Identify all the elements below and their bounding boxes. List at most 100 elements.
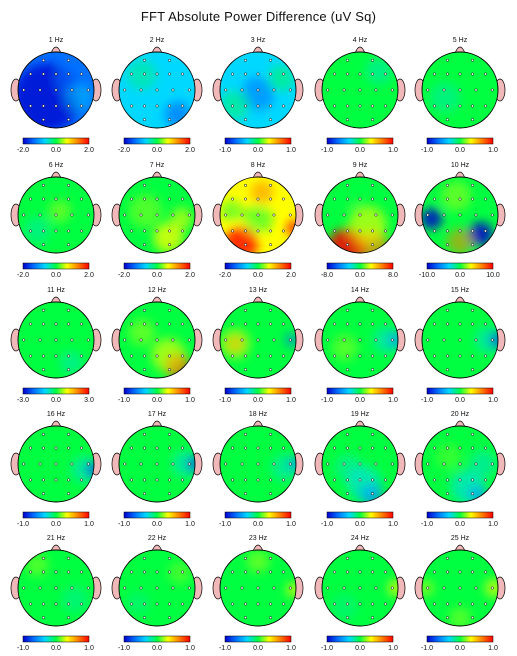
colorbar-tick-label: 1.0 xyxy=(388,521,398,528)
topomap-label: 11 Hz xyxy=(47,287,65,294)
electrode-marker xyxy=(54,104,58,108)
electrode-marker xyxy=(342,338,346,342)
electrode-marker xyxy=(231,354,234,358)
electrode-marker xyxy=(371,570,374,574)
electrode-marker xyxy=(471,322,474,326)
topomap: 23 Hz -1.0 0.0 1.0 xyxy=(212,535,304,652)
electrode-marker xyxy=(143,72,146,76)
electrode-marker xyxy=(29,197,32,201)
topomap: 8 Hz -2.0 0.0 2.0 xyxy=(212,162,304,279)
colorbar-tick-label: -1.0 xyxy=(118,645,130,652)
topomap: 19 Hz -1.0 0.0 1.0 xyxy=(314,411,406,528)
electrode-marker xyxy=(256,462,260,466)
electrode-marker xyxy=(333,570,336,574)
colorbar xyxy=(426,635,494,643)
electrode-marker xyxy=(384,322,387,326)
electrode-marker xyxy=(256,602,260,606)
electrode-marker xyxy=(433,478,436,482)
electrode-marker xyxy=(240,213,244,217)
electrode-marker xyxy=(374,462,378,466)
electrode-marker xyxy=(484,197,487,201)
electrode-marker xyxy=(29,229,32,233)
colorbar-tick-label: 1.0 xyxy=(185,521,195,528)
electrode-marker xyxy=(346,354,349,358)
electrode-marker xyxy=(139,338,143,342)
topomap: 16 Hz -1.0 0.0 1.0 xyxy=(10,411,102,528)
electrode-marker xyxy=(269,322,272,326)
electrode-marker xyxy=(224,586,228,590)
colorbar xyxy=(123,137,191,145)
colorbar-tick-label: 2.0 xyxy=(84,272,94,279)
electrode-marker xyxy=(333,229,336,233)
electrode-marker xyxy=(371,492,374,496)
colorbar-tick-label: 1.0 xyxy=(286,645,296,652)
electrode-marker xyxy=(490,213,494,217)
electrode-marker xyxy=(272,213,276,217)
colorbar-tick-label: 10.0 xyxy=(486,272,500,279)
electrode-marker xyxy=(168,570,171,574)
electrode-marker xyxy=(371,602,374,606)
colorbar-tick-label: 3.0 xyxy=(84,397,94,404)
electrode-marker xyxy=(168,446,171,450)
electrode-marker xyxy=(22,462,26,466)
electrode-marker xyxy=(371,368,374,372)
electrode-marker xyxy=(155,104,159,108)
electrode-marker xyxy=(272,586,276,590)
electrode-marker xyxy=(231,446,234,450)
electrode-marker xyxy=(123,462,127,466)
topomap-field xyxy=(422,550,498,626)
colorbar-tick-label: 0.0 xyxy=(51,521,61,528)
electrode-marker xyxy=(130,72,133,76)
electrode-marker xyxy=(474,586,478,590)
electrode-marker xyxy=(358,197,362,201)
colorbar-tick-label: 2.0 xyxy=(185,147,195,154)
electrode-marker xyxy=(442,338,446,342)
electrode-marker xyxy=(371,183,374,187)
electrode-marker xyxy=(346,72,349,76)
electrode-marker xyxy=(471,183,474,187)
electrode-marker xyxy=(358,322,362,326)
electrode-marker xyxy=(143,478,146,482)
electrode-marker xyxy=(342,462,346,466)
electrode-marker xyxy=(471,616,474,620)
electrode-marker xyxy=(256,197,260,201)
electrode-marker xyxy=(282,104,285,108)
electrode-marker xyxy=(358,72,362,76)
electrode-marker xyxy=(446,446,449,450)
electrode-marker xyxy=(458,602,462,606)
electrode-marker xyxy=(181,72,184,76)
electrode-marker xyxy=(390,586,394,590)
electrode-marker xyxy=(29,354,32,358)
topomap-label: 2 Hz xyxy=(150,37,165,44)
electrode-marker xyxy=(490,586,494,590)
electrode-marker xyxy=(168,197,171,201)
electrode-marker xyxy=(458,354,462,358)
colorbar-tick-label: -1.0 xyxy=(118,521,130,528)
electrode-marker xyxy=(244,118,247,122)
electrode-marker xyxy=(446,478,449,482)
electrode-marker xyxy=(458,338,462,342)
electrode-marker xyxy=(256,338,260,342)
electrode-marker xyxy=(326,586,330,590)
electrode-marker xyxy=(446,308,449,312)
topomap-label: 15 Hz xyxy=(451,287,470,294)
topomap-label: 3 Hz xyxy=(251,37,266,44)
electrode-marker xyxy=(224,462,228,466)
electrode-marker xyxy=(269,183,272,187)
electrode-marker xyxy=(130,197,133,201)
electrode-marker xyxy=(442,88,446,92)
electrode-marker xyxy=(446,183,449,187)
electrode-marker xyxy=(168,616,171,620)
electrode-marker xyxy=(288,462,292,466)
colorbar-tick-label: 1.0 xyxy=(185,645,195,652)
electrode-marker xyxy=(484,354,487,358)
colorbar-tick-label: -1.0 xyxy=(421,521,433,528)
electrode-marker xyxy=(42,58,45,62)
colorbar xyxy=(22,137,90,145)
electrode-marker xyxy=(168,104,171,108)
electrode-marker xyxy=(333,104,336,108)
electrode-marker xyxy=(282,354,285,358)
electrode-marker xyxy=(29,570,32,574)
electrode-marker xyxy=(86,338,90,342)
electrode-marker xyxy=(442,213,446,217)
